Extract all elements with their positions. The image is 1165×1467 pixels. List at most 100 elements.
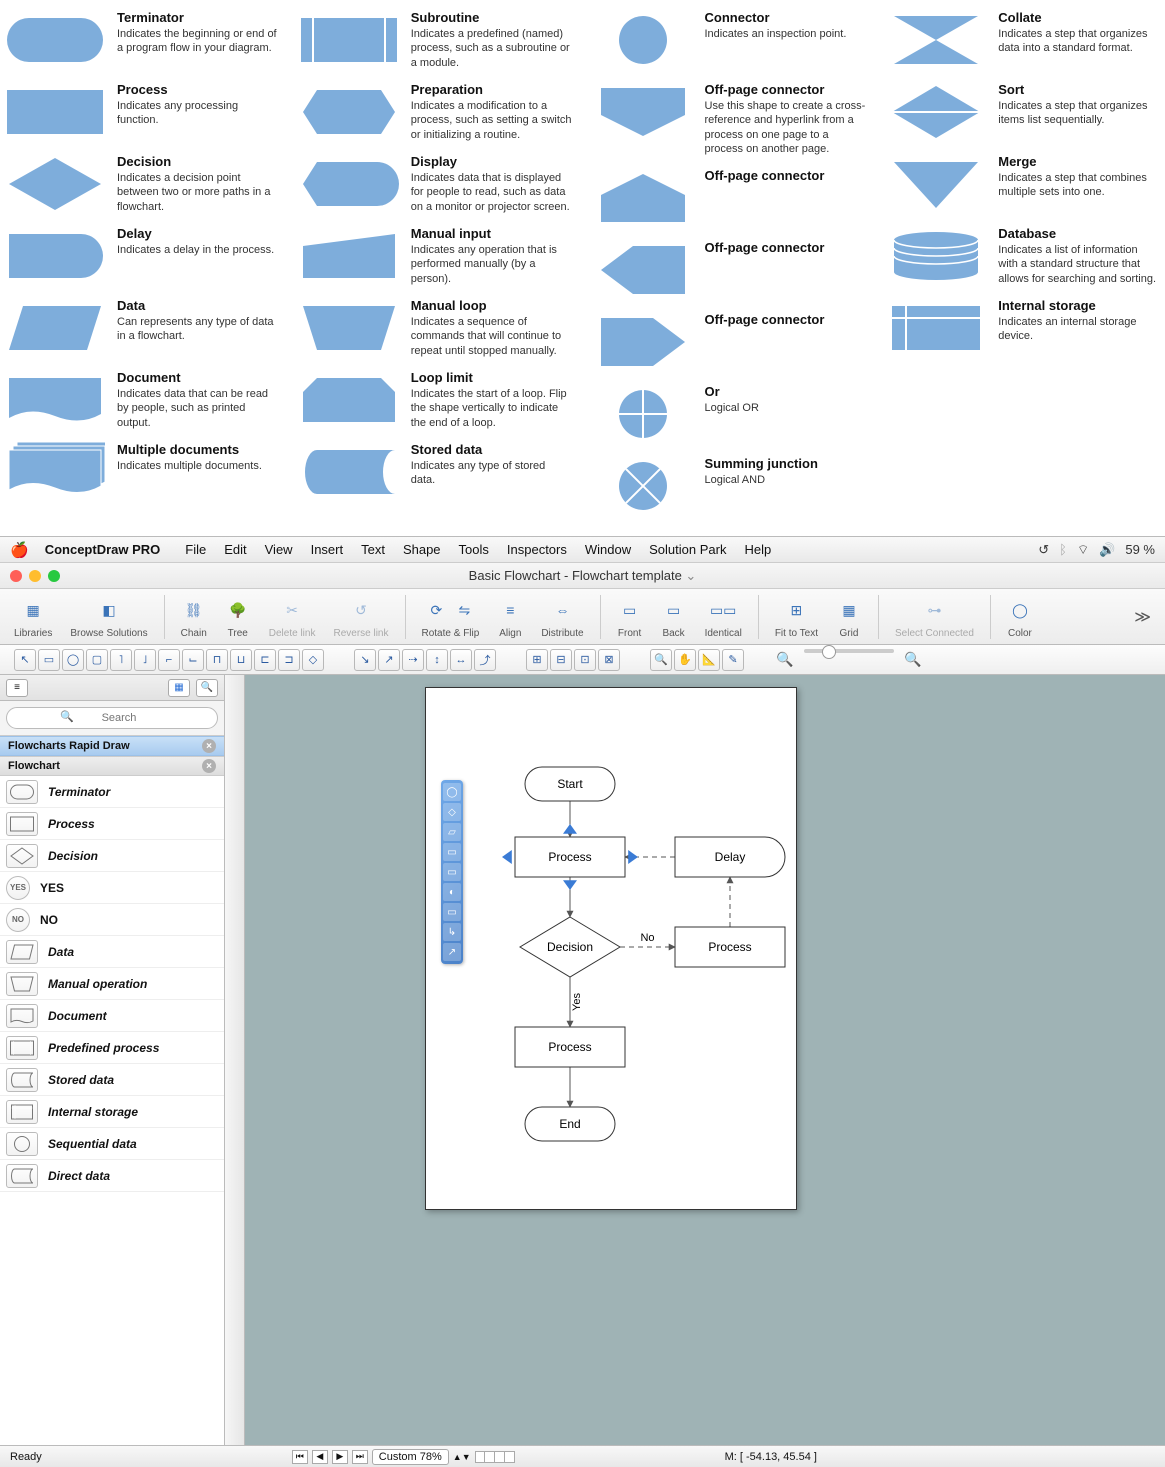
shape-no[interactable]: NONO	[0, 904, 224, 936]
page-nav[interactable]: ⏮◀▶⏭ Custom 78% ▲▼	[292, 1449, 515, 1465]
canvas[interactable]: YesNoStartProcessDelayDecisionProcessPro…	[225, 675, 1165, 1445]
toolbar-fit-to-text[interactable]: ⊞Fit to Text	[769, 594, 824, 639]
menu-file[interactable]: File	[185, 542, 206, 557]
shape-document[interactable]: Document	[0, 1000, 224, 1032]
menu-window[interactable]: Window	[585, 542, 631, 557]
rapiddraw-icon[interactable]: ◯	[443, 783, 461, 801]
toolbar-tree[interactable]: 🌳Tree	[219, 594, 257, 639]
zoom-slider[interactable]	[804, 649, 894, 653]
tool-icon[interactable]: 🔍	[902, 649, 924, 671]
toolbar-chain[interactable]: ⛓Chain	[175, 594, 213, 639]
shape-process[interactable]: Process	[0, 808, 224, 840]
tool-icon[interactable]: ✋	[674, 649, 696, 671]
shape-yes[interactable]: YESYES	[0, 872, 224, 904]
menu-inspectors[interactable]: Inspectors	[507, 542, 567, 557]
toolbar-overflow-icon[interactable]: ≫	[1128, 607, 1157, 627]
rapiddraw-icon[interactable]: ↳	[443, 923, 461, 941]
tool-icon[interactable]: ◇	[302, 649, 324, 671]
tool-icon[interactable]: ⊏	[254, 649, 276, 671]
document-title[interactable]: Basic Flowchart - Flowchart template ⌄	[469, 568, 697, 584]
tool-icon[interactable]: ⌙	[182, 649, 204, 671]
toolbar-select-connected[interactable]: ⊶Select Connected	[889, 594, 980, 639]
rapiddraw-icon[interactable]: ↗	[443, 943, 461, 961]
shape-directdata[interactable]: Direct data	[0, 1160, 224, 1192]
shape-terminator[interactable]: Terminator	[0, 776, 224, 808]
toolbar-back[interactable]: ▭Back	[655, 594, 693, 639]
flowchart-drawing[interactable]: YesNoStartProcessDelayDecisionProcessPro…	[425, 687, 797, 1210]
tool-icon[interactable]: ⊞	[526, 649, 548, 671]
toolbar-libraries[interactable]: ▦Libraries	[8, 594, 58, 639]
rapiddraw-icon[interactable]: ◇	[443, 803, 461, 821]
close-button[interactable]	[10, 570, 22, 582]
tool-icon[interactable]: ↖	[14, 649, 36, 671]
rapiddraw-icon[interactable]: ◐	[443, 883, 461, 901]
toolbar-browse-solutions[interactable]: ◧Browse Solutions	[64, 594, 153, 639]
tool-icon[interactable]: ˩	[134, 649, 156, 671]
shape-data[interactable]: Data	[0, 936, 224, 968]
toolbar-delete-link[interactable]: ✂Delete link	[263, 594, 322, 639]
menu-view[interactable]: View	[265, 542, 293, 557]
tool-icon[interactable]: ⊡	[574, 649, 596, 671]
rapiddraw-icon[interactable]: ▱	[443, 823, 461, 841]
menu-shape[interactable]: Shape	[403, 542, 441, 557]
panel-tab-list-icon[interactable]: ≡	[6, 679, 28, 697]
shape-internalstorage[interactable]: Internal storage	[0, 1096, 224, 1128]
tool-icon[interactable]: ✎	[722, 649, 744, 671]
tool-icon[interactable]: ⇢	[402, 649, 424, 671]
volume-icon[interactable]: 🔊	[1099, 542, 1115, 558]
tool-icon[interactable]: 🔍	[650, 649, 672, 671]
toolbar-align[interactable]: ≡Align	[491, 594, 529, 639]
tool-icon[interactable]: ⤴	[474, 649, 496, 671]
tool-icon[interactable]: 🔍	[774, 649, 796, 671]
toolbar-color[interactable]: ◯Color	[1001, 594, 1039, 639]
tool-icon[interactable]: ⊓	[206, 649, 228, 671]
menu-solution-park[interactable]: Solution Park	[649, 542, 726, 557]
wifi-icon[interactable]: ⌔	[1077, 542, 1089, 558]
tool-icon[interactable]: ↗	[378, 649, 400, 671]
zoom-select[interactable]: Custom 78%	[372, 1449, 449, 1465]
menu-help[interactable]: Help	[744, 542, 771, 557]
close-icon[interactable]: ×	[202, 739, 216, 753]
shape-predefined[interactable]: Predefined process	[0, 1032, 224, 1064]
zoom-button[interactable]	[48, 570, 60, 582]
timemachine-icon[interactable]: ↺	[1038, 542, 1049, 558]
panel-tab-grid-icon[interactable]: ▦	[168, 679, 190, 697]
toolbar-rotate-flip[interactable]: ⟳⇋Rotate & Flip	[416, 594, 486, 639]
tool-icon[interactable]: ↔	[450, 649, 472, 671]
toolbar-distribute[interactable]: ⇔Distribute	[535, 594, 589, 639]
apple-icon[interactable]: 🍎	[10, 541, 29, 559]
tool-icon[interactable]: ⊐	[278, 649, 300, 671]
toolbar-identical[interactable]: ▭▭Identical	[699, 594, 748, 639]
tool-icon[interactable]: ⊔	[230, 649, 252, 671]
tool-icon[interactable]: ◯	[62, 649, 84, 671]
tool-icon[interactable]: ↘	[354, 649, 376, 671]
minimize-button[interactable]	[29, 570, 41, 582]
tool-icon[interactable]: ⊠	[598, 649, 620, 671]
rapid-draw-toolbar[interactable]: ◯ ◇ ▱ ▭ ▭ ◐ ▭ ↳ ↗	[441, 780, 463, 964]
shape-sequential[interactable]: Sequential data	[0, 1128, 224, 1160]
menu-edit[interactable]: Edit	[224, 542, 246, 557]
library-section-flowcharts-rapid-draw[interactable]: Flowcharts Rapid Draw×	[0, 736, 224, 756]
toolbar-grid[interactable]: ▦Grid	[830, 594, 868, 639]
shape-storeddata[interactable]: Stored data	[0, 1064, 224, 1096]
tool-icon[interactable]: ˥	[110, 649, 132, 671]
rapiddraw-icon[interactable]: ▭	[443, 843, 461, 861]
menu-insert[interactable]: Insert	[311, 542, 344, 557]
rapiddraw-icon[interactable]: ▭	[443, 863, 461, 881]
search-input[interactable]	[6, 707, 218, 729]
tool-icon[interactable]: ↕	[426, 649, 448, 671]
tool-icon[interactable]: ⌐	[158, 649, 180, 671]
menu-tools[interactable]: Tools	[459, 542, 489, 557]
bluetooth-icon[interactable]: ᛒ	[1059, 542, 1067, 557]
tool-icon[interactable]: ▢	[86, 649, 108, 671]
close-icon[interactable]: ×	[202, 759, 216, 773]
tool-icon[interactable]: ⊟	[550, 649, 572, 671]
toolbar-reverse-link[interactable]: ↺Reverse link	[327, 594, 394, 639]
tool-icon[interactable]: 📐	[698, 649, 720, 671]
shape-decision[interactable]: Decision	[0, 840, 224, 872]
menu-text[interactable]: Text	[361, 542, 385, 557]
library-section-flowchart[interactable]: Flowchart×	[0, 756, 224, 776]
shape-manualop[interactable]: Manual operation	[0, 968, 224, 1000]
tool-icon[interactable]: ▭	[38, 649, 60, 671]
rapiddraw-icon[interactable]: ▭	[443, 903, 461, 921]
